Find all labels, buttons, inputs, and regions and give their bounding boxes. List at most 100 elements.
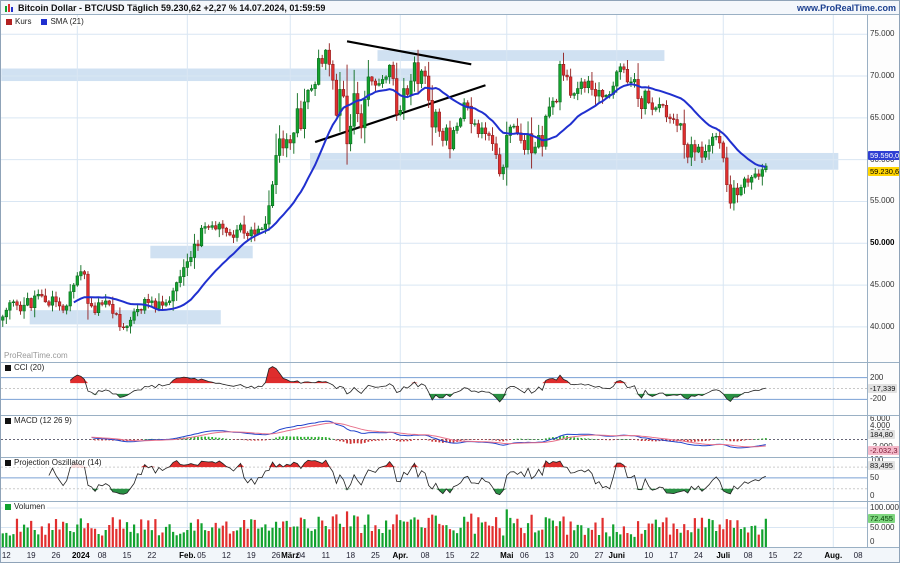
date-label: 15 [768,551,778,560]
axis-tick: 100.000 [870,503,899,513]
projection-oscillator-canvas[interactable] [1,457,867,501]
axis-tick: 0 [870,537,875,546]
price-legend: Kurs SMA (21) [4,17,86,26]
volume-panel[interactable]: Volumen 100.000 50.000 0 72.455 [1,501,899,547]
macd-canvas[interactable] [1,415,867,457]
kurs-legend-label: Kurs [15,17,32,26]
cci-label: CCI (20) [14,363,45,372]
prorealtime-watermark: ProRealTime.com [4,351,68,360]
date-label: 17 [669,551,679,560]
volume-header[interactable]: Volumen [3,502,48,511]
cci-canvas[interactable] [1,362,867,415]
date-label: Juli [716,551,731,560]
date-label: 22 [147,551,157,560]
date-label: Aug. [824,551,843,560]
last-price-badge: 59.230,62 [868,167,899,177]
date-label: 05 [197,551,206,560]
price-chart-canvas[interactable] [1,15,867,362]
panel-separator[interactable] [1,415,899,416]
macd-header[interactable]: MACD (12 26 9) [3,416,74,425]
projosc-value-badge: 83,495 [868,460,895,470]
date-label: 12 [221,551,231,560]
date-label: 10 [644,551,654,560]
date-label: 08 [420,551,430,560]
chart-app-icon [4,3,14,13]
axis-tick: 100 [870,454,884,464]
date-label: 27 [594,551,604,560]
volume-label: Volumen [14,502,46,511]
panel-separator[interactable] [1,501,899,502]
prorealtime-link[interactable]: www.ProRealTime.com [796,2,896,13]
axis-tick: 75.000 [870,29,895,39]
date-label: Juni [608,551,626,560]
axis-tick: -200 [870,394,887,404]
axis-tick: 70.000 [870,71,895,81]
axis-tick: 40.000 [870,321,895,331]
axis-tick: 50.000 [870,522,895,532]
date-label: Mai [500,551,514,560]
macd-panel[interactable]: MACD (12 26 9) 6.0004.0002.000-2.000184,… [1,413,899,457]
date-label: 06 [520,551,529,560]
axis-tick: 4.000 [870,420,891,430]
projection-oscillator-panel[interactable]: Projection Oszillator (14) 100 50 0 83,495 [1,454,899,501]
date-label: 13 [544,551,554,560]
cci-axis[interactable]: 200 -200 -17,339 [867,362,899,415]
price-panel[interactable]: Kurs SMA (21) ProRealTime.com 40.000 45.0… [1,15,899,362]
sma-swatch [41,18,48,25]
date-label: Apr. [392,551,409,560]
date-label: 12 [1,551,11,560]
projosc-swatch [5,459,11,466]
volume-value-badge: 72.455 [868,513,895,523]
date-label: März [281,551,300,560]
cci-header[interactable]: CCI (20) [3,363,47,372]
sma-legend-label: SMA (21) [50,17,84,26]
macd-value-badge: 184,80 [868,429,895,439]
volume-axis[interactable]: 100.000 50.000 0 72.455 [867,501,899,547]
axis-tick: 50 [870,472,879,482]
volume-canvas[interactable] [1,501,867,547]
projosc-axis[interactable]: 100 50 0 83,495 [867,454,899,501]
macd-signal-badge: -2.032,3 [868,445,899,455]
cci-panel[interactable]: CCI (20) 200 -200 -17,339 [1,362,899,415]
date-label: 22 [470,551,480,560]
date-label: 04 [296,551,306,560]
axis-tick: 6.000 [870,413,891,423]
macd-swatch [5,417,11,424]
macd-label: MACD (12 26 9) [14,416,72,425]
axis-tick: 200 [870,372,884,382]
sma-value-badge: 59.590,03 [868,151,899,161]
instrument-title: Bitcoin Dollar - BTC/USD Täglich 59.230,… [18,2,326,13]
axis-tick: 45.000 [870,280,895,290]
axis-tick: 50.000 [870,238,895,248]
date-label: 18 [346,551,356,560]
date-label: 08 [743,551,753,560]
date-label: 15 [445,551,455,560]
date-label: 26 [271,551,281,560]
kurs-swatch [6,18,12,25]
kurs-legend-item[interactable]: Kurs [6,17,31,26]
date-label: 08 [97,551,107,560]
price-axis[interactable]: 40.00045.00050.00055.00060.00065.00070.0… [867,15,899,362]
date-label: 25 [370,551,380,560]
time-axis[interactable]: 12 19 26 2024 08 15 22 Feb. 05 12 19 26 März 04 11 18 25… [1,547,899,562]
date-label: 22 [793,551,803,560]
date-label: Feb. [179,551,196,560]
panel-separator[interactable] [1,362,899,363]
axis-tick: 55.000 [870,196,895,206]
sma-legend-item[interactable]: SMA (21) [41,17,84,26]
projosc-header[interactable]: Projection Oszillator (14) [3,458,104,467]
date-label: 24 [693,551,703,560]
date-label: 20 [569,551,579,560]
date-label: 08 [853,551,863,560]
projosc-label: Projection Oszillator (14) [14,458,102,467]
axis-tick: 65.000 [870,112,895,122]
axis-tick: 0 [870,490,875,500]
date-label: 19 [26,551,36,560]
date-label: 19 [246,551,256,560]
panel-separator[interactable] [1,457,899,458]
cci-swatch [5,364,11,371]
date-label: 11 [321,551,330,560]
date-label: 26 [51,551,61,560]
